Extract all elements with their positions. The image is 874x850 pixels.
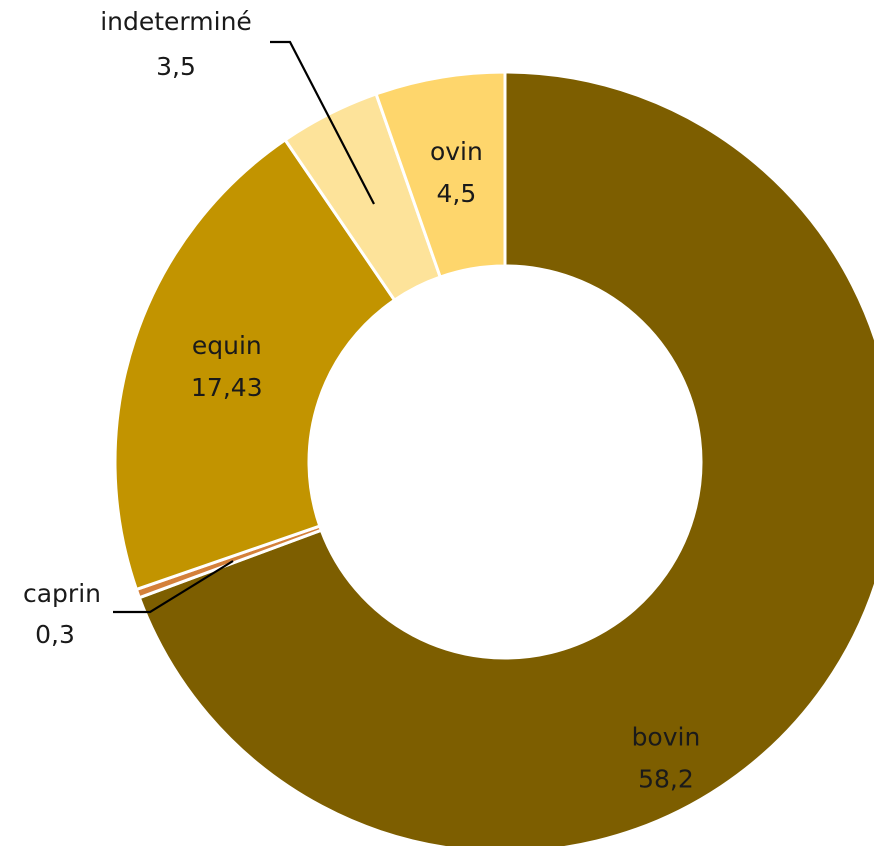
data-label-category-bovin: bovin — [632, 722, 701, 751]
slice-equin — [113, 137, 397, 592]
data-label-category-caprin: caprin — [23, 579, 101, 608]
data-label-value-equin: 17,43 — [191, 373, 263, 402]
slice-ovin — [374, 70, 507, 279]
leader-lines-layer — [113, 40, 375, 614]
data-label-ovin: ovin 4,5 — [430, 137, 483, 208]
data-label-category-equin: equin — [192, 331, 262, 360]
data-label-value-caprin: 0,3 — [35, 620, 75, 649]
data-labels-layer: bovin 58,2 caprin 0,3 equin 17,43 indeterminé 3… — [23, 7, 700, 793]
data-label-indetermine: indeterminé 3,5 — [100, 7, 252, 81]
data-label-value-bovin: 58,2 — [638, 764, 694, 793]
leader-line-indetermine — [270, 40, 375, 205]
data-label-value-indetermine: 3,5 — [156, 52, 196, 81]
slices-layer — [113, 70, 874, 850]
data-label-category-indetermine: indeterminé — [100, 7, 252, 36]
data-label-category-ovin: ovin — [430, 137, 483, 166]
data-label-bovin: bovin 58,2 — [632, 722, 701, 793]
slice-bovin — [137, 70, 874, 850]
leader-line-caprin — [113, 560, 234, 614]
data-label-caprin: caprin 0,3 — [23, 579, 101, 649]
data-label-value-ovin: 4,5 — [437, 179, 477, 208]
data-label-equin: equin 17,43 — [191, 331, 263, 402]
